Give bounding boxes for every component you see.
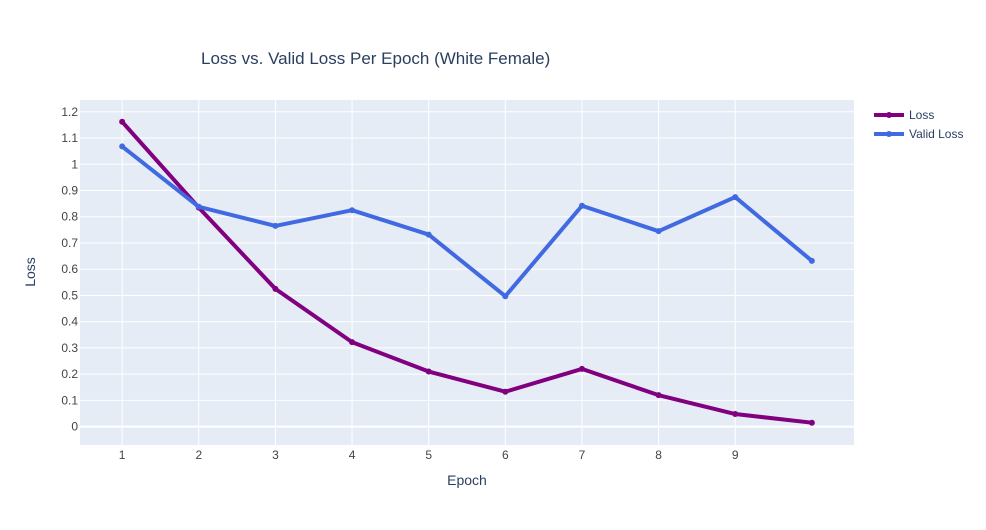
data-point-valid-loss[interactable] bbox=[732, 194, 739, 201]
legend-item-valid-loss[interactable]: Valid Loss bbox=[874, 127, 963, 141]
data-point-loss[interactable] bbox=[272, 285, 279, 292]
data-point-valid-loss[interactable] bbox=[119, 143, 126, 150]
x-tick-label: 3 bbox=[272, 448, 279, 462]
data-point-valid-loss[interactable] bbox=[578, 202, 585, 209]
y-tick-label: 0.1 bbox=[61, 393, 78, 407]
y-tick-label: 1.1 bbox=[61, 131, 78, 145]
y-tick-label: 0.8 bbox=[61, 210, 78, 224]
data-point-valid-loss[interactable] bbox=[272, 222, 279, 229]
series-line-loss bbox=[120, 119, 814, 425]
data-point-valid-loss[interactable] bbox=[502, 293, 509, 300]
data-point-loss[interactable] bbox=[808, 419, 815, 426]
y-tick-label: 0.2 bbox=[61, 367, 78, 381]
data-point-loss[interactable] bbox=[655, 392, 662, 399]
legend[interactable]: Loss Valid Loss bbox=[874, 108, 963, 141]
data-point-loss[interactable] bbox=[119, 118, 126, 125]
legend-marker-loss bbox=[886, 112, 892, 118]
data-point-loss[interactable] bbox=[502, 388, 509, 395]
data-point-valid-loss[interactable] bbox=[349, 207, 356, 214]
data-point-loss[interactable] bbox=[349, 339, 356, 346]
x-tick-label: 1 bbox=[119, 448, 126, 462]
x-tick-label: 8 bbox=[655, 448, 662, 462]
series-valid-loss bbox=[119, 143, 815, 300]
legend-label-valid-loss: Valid Loss bbox=[909, 127, 963, 141]
y-tick-label: 0.4 bbox=[61, 315, 78, 329]
grid-lines bbox=[80, 100, 854, 445]
data-point-valid-loss[interactable] bbox=[425, 231, 432, 238]
x-axis-ticks: 1 2 3 4 5 6 7 8 9 bbox=[119, 448, 739, 462]
y-axis-ticks: 0 0.1 0.2 0.3 0.4 0.5 0.6 0.7 0.8 0.9 1 1.1 1.2 bbox=[61, 105, 78, 434]
legend-marker-valid-loss bbox=[886, 131, 892, 137]
x-axis-label: Epoch bbox=[447, 472, 487, 488]
x-tick-label: 6 bbox=[502, 448, 509, 462]
y-tick-label: 1.2 bbox=[61, 105, 78, 119]
data-point-valid-loss[interactable] bbox=[655, 228, 662, 235]
y-tick-label: 0.7 bbox=[61, 236, 78, 250]
legend-label-loss: Loss bbox=[909, 108, 934, 122]
y-tick-label: 0.6 bbox=[61, 262, 78, 276]
chart-title: Loss vs. Valid Loss Per Epoch (White Fem… bbox=[201, 49, 550, 68]
x-tick-label: 4 bbox=[349, 448, 356, 462]
x-tick-label: 9 bbox=[732, 448, 739, 462]
series-loss bbox=[119, 118, 815, 426]
y-tick-label: 0.3 bbox=[61, 341, 78, 355]
data-point-loss[interactable] bbox=[425, 368, 432, 375]
series-line-valid-loss bbox=[120, 144, 814, 299]
x-tick-label: 5 bbox=[425, 448, 432, 462]
x-tick-label: 7 bbox=[579, 448, 586, 462]
y-tick-label: 0.9 bbox=[61, 184, 78, 198]
y-tick-label: 0 bbox=[71, 420, 78, 434]
series-layer bbox=[119, 118, 815, 426]
plot-background bbox=[80, 100, 854, 445]
y-axis-label: Loss bbox=[22, 257, 38, 287]
data-point-loss[interactable] bbox=[732, 411, 739, 418]
data-point-loss[interactable] bbox=[578, 365, 585, 372]
y-tick-label: 1 bbox=[71, 157, 78, 171]
x-tick-label: 2 bbox=[195, 448, 202, 462]
data-point-valid-loss[interactable] bbox=[808, 257, 815, 264]
y-tick-label: 0.5 bbox=[61, 288, 78, 302]
legend-item-loss[interactable]: Loss bbox=[874, 108, 934, 122]
data-point-valid-loss[interactable] bbox=[195, 203, 202, 210]
